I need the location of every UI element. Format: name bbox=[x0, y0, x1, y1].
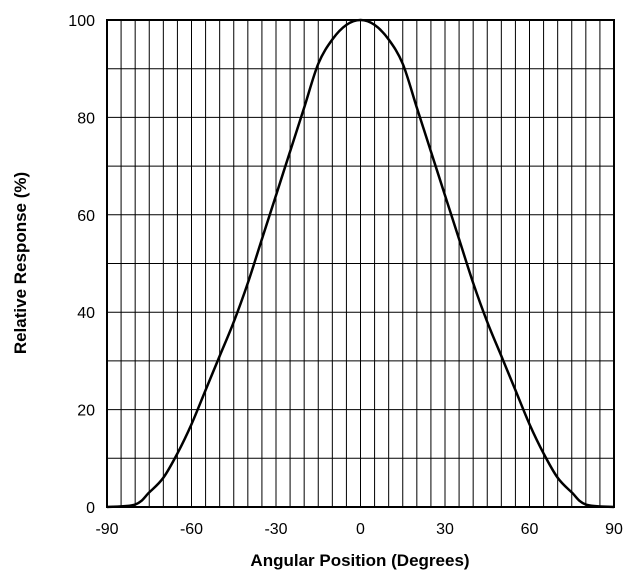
grid-lines bbox=[107, 20, 614, 507]
x-tick-label: 0 bbox=[356, 521, 365, 538]
x-tick-labels: -90 -60 -30 0 30 60 90 bbox=[95, 521, 623, 538]
x-tick-label: 90 bbox=[605, 521, 623, 538]
x-tick-label: -60 bbox=[180, 521, 203, 538]
y-tick-label: 60 bbox=[77, 208, 95, 225]
y-tick-label: 100 bbox=[68, 13, 95, 30]
x-tick-label: -30 bbox=[264, 521, 287, 538]
series-line bbox=[106, 18, 615, 509]
x-axis-title: Angular Position (Degrees) bbox=[250, 551, 469, 570]
x-tick-label: 30 bbox=[436, 521, 454, 538]
x-tick-label: 60 bbox=[521, 521, 539, 538]
y-tick-labels: 0 20 40 60 80 100 bbox=[68, 13, 95, 517]
y-tick-label: 20 bbox=[77, 403, 95, 420]
y-tick-label: 80 bbox=[77, 110, 95, 127]
y-axis-title: Relative Response (%) bbox=[11, 172, 30, 354]
x-tick-label: -90 bbox=[95, 521, 118, 538]
y-tick-label: 0 bbox=[86, 500, 95, 517]
y-tick-label: 40 bbox=[77, 305, 95, 322]
